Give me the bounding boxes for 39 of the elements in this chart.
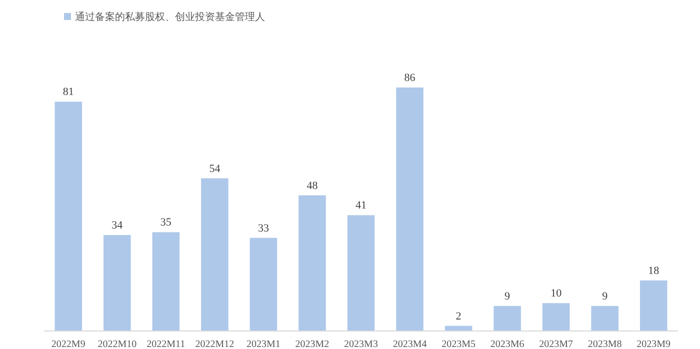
data-label: 18	[648, 264, 660, 277]
x-tick-label: 2023M2	[295, 339, 330, 349]
x-tick-label: 2022M11	[146, 339, 186, 349]
x-tick-label: 2022M10	[98, 339, 137, 349]
x-tick-label: 2023M9	[636, 339, 671, 349]
x-tick-label: 2023M1	[246, 339, 280, 349]
x-tick-label: 2022M12	[195, 339, 234, 349]
bar	[541, 302, 571, 332]
bar	[590, 304, 620, 332]
bar	[54, 100, 84, 332]
x-tick-label: 2022M9	[51, 339, 86, 349]
data-label: 34	[112, 220, 124, 232]
data-label: 81	[62, 86, 74, 98]
data-label: 54	[209, 162, 221, 175]
bar	[200, 177, 230, 332]
bar	[151, 231, 181, 332]
data-label: 48	[306, 180, 318, 192]
bar	[298, 194, 327, 332]
bar	[248, 236, 278, 332]
bar	[346, 214, 376, 332]
data-label: 33	[258, 222, 270, 234]
legend-label: 通过备案的私募股权、创业投资基金管理人	[75, 11, 265, 23]
data-label: 2	[456, 310, 462, 322]
x-tick-label: 2023M3	[344, 339, 378, 349]
bar	[492, 304, 522, 332]
bar	[638, 279, 668, 332]
data-label: 86	[404, 72, 416, 84]
bar	[102, 234, 132, 332]
data-label: 10	[550, 288, 562, 300]
x-tick-label: 2023M5	[442, 339, 476, 349]
x-tick-label: 2023M7	[539, 339, 574, 349]
x-tick-label: 2023M8	[588, 339, 622, 349]
bar	[395, 86, 424, 332]
data-label: 41	[356, 200, 366, 212]
data-label: 35	[160, 216, 172, 229]
x-tick-label: 2023M6	[490, 339, 524, 349]
x-tick-label: 2023M4	[392, 339, 427, 349]
data-label: 9	[504, 290, 511, 302]
data-label: 9	[602, 290, 608, 302]
